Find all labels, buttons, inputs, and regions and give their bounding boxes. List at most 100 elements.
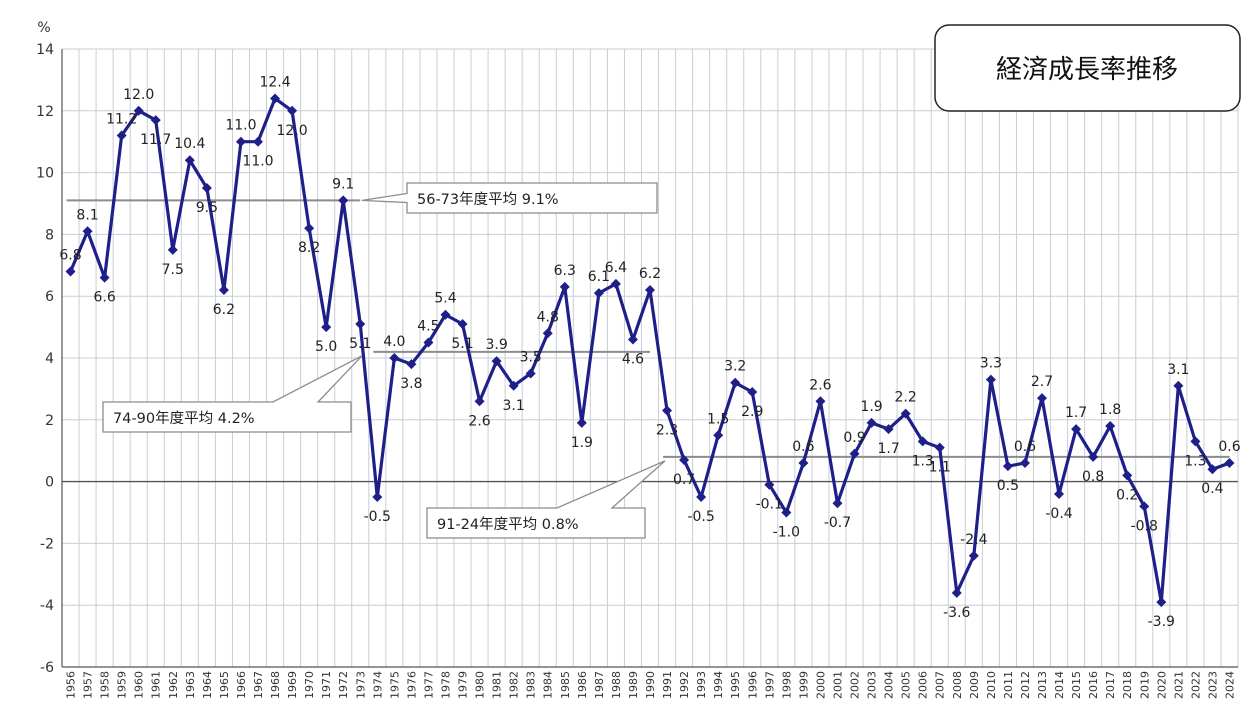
- data-label: 1.9: [860, 399, 882, 415]
- data-point: [764, 479, 775, 490]
- data-point: [951, 587, 962, 598]
- x-tick-label: 2013: [1036, 671, 1049, 699]
- data-label: -0.4: [1045, 506, 1072, 522]
- data-point: [184, 155, 195, 166]
- data-label: -1.0: [773, 525, 800, 541]
- data-point: [423, 337, 434, 348]
- x-tick-label: 2019: [1138, 671, 1151, 699]
- data-label: -0.1: [756, 497, 783, 513]
- data-point: [832, 498, 843, 509]
- x-tick-label: 1985: [559, 671, 572, 699]
- x-tick-label: 2011: [1002, 671, 1015, 699]
- x-tick-label: 2001: [831, 671, 844, 699]
- data-label: 5.1: [349, 336, 371, 352]
- data-point: [508, 380, 519, 391]
- x-tick-label: 2015: [1070, 671, 1083, 699]
- x-tick-label: 2018: [1121, 671, 1134, 699]
- x-tick-label: 1999: [797, 671, 810, 699]
- x-tick-label: 1961: [150, 671, 163, 699]
- data-label: 0.6: [1014, 439, 1036, 455]
- data-label: 3.1: [503, 398, 525, 414]
- data-label: 1.1: [929, 460, 951, 476]
- data-label: 8.2: [298, 240, 320, 256]
- data-label: 11.7: [140, 132, 171, 148]
- data-point: [610, 278, 621, 289]
- data-label: 6.2: [639, 266, 661, 282]
- x-tick-label: 1981: [491, 671, 504, 699]
- data-label: 0.5: [997, 478, 1019, 494]
- x-tick-label: 2012: [1019, 671, 1032, 699]
- data-point: [559, 281, 570, 292]
- data-label: 11.0: [225, 118, 256, 134]
- x-tick-label: 2024: [1223, 671, 1236, 699]
- x-tick-label: 1993: [695, 671, 708, 699]
- x-tick-label: 1994: [712, 671, 725, 699]
- data-label: 2.2: [895, 390, 917, 406]
- data-point: [201, 183, 212, 194]
- data-label: 2.9: [741, 404, 763, 420]
- average-callout-label: 91-24年度平均 0.8%: [437, 516, 579, 533]
- x-tick-label: 1959: [116, 671, 129, 699]
- data-point: [65, 266, 76, 277]
- x-tick-label: 2008: [951, 671, 964, 699]
- data-point: [542, 328, 553, 339]
- data-point: [372, 492, 383, 503]
- data-label: 11.0: [242, 154, 273, 170]
- data-label: -3.6: [943, 605, 970, 621]
- data-point: [1037, 393, 1047, 404]
- data-point: [1122, 470, 1133, 481]
- data-label: 0.2: [1116, 487, 1138, 503]
- x-tick-label: 1980: [474, 671, 487, 699]
- data-point: [1190, 436, 1201, 447]
- chart-title-box: 経済成長率推移: [934, 24, 1241, 112]
- data-point: [116, 130, 127, 141]
- data-point: [645, 285, 655, 296]
- y-tick-label: -6: [40, 660, 54, 676]
- data-label: 3.8: [400, 376, 422, 392]
- data-label: -2.4: [960, 532, 987, 548]
- data-label: 6.4: [605, 260, 627, 276]
- data-point: [781, 507, 792, 518]
- data-label: 1.7: [877, 441, 899, 457]
- x-tick-label: 1969: [286, 671, 299, 699]
- data-point: [576, 417, 587, 428]
- x-tick-label: 1984: [542, 671, 555, 699]
- data-point: [355, 319, 366, 330]
- data-label: 10.4: [174, 136, 205, 152]
- x-tick-label: 1978: [439, 671, 452, 699]
- data-point: [82, 226, 93, 237]
- x-tick-label: 1967: [252, 671, 265, 699]
- x-tick-label: 1988: [610, 671, 623, 699]
- x-tick-label: 1975: [388, 671, 401, 699]
- data-point: [1173, 380, 1184, 391]
- y-tick-label: 14: [36, 42, 54, 58]
- x-tick-label: 1996: [746, 671, 759, 699]
- data-label: 6.3: [554, 263, 576, 279]
- data-point: [627, 334, 638, 345]
- y-tick-label: 8: [45, 227, 54, 243]
- data-label: 2.6: [809, 377, 831, 393]
- x-tick-label: 1965: [218, 671, 231, 699]
- x-tick-label: 1963: [184, 671, 197, 699]
- data-point: [849, 448, 860, 459]
- data-point: [1071, 424, 1082, 435]
- x-tick-label: 1990: [644, 671, 657, 699]
- x-tick-label: 1964: [201, 671, 214, 699]
- x-tick-label: 2010: [985, 671, 998, 699]
- x-tick-label: 1974: [371, 671, 384, 699]
- x-tick-label: 1958: [99, 671, 112, 699]
- x-tick-label: 2023: [1206, 671, 1219, 699]
- y-tick-label: 10: [36, 166, 54, 182]
- data-label: -0.5: [687, 509, 714, 525]
- average-callout-box: [426, 460, 666, 539]
- y-tick-label: 6: [45, 289, 54, 305]
- data-point: [1139, 501, 1150, 512]
- data-label: 6.8: [59, 247, 81, 263]
- x-tick-label: 1976: [405, 671, 418, 699]
- x-tick-label: 1973: [354, 671, 367, 699]
- y-tick-label: 12: [36, 104, 54, 120]
- x-tick-label: 1957: [82, 671, 95, 699]
- data-point: [270, 93, 281, 104]
- data-label: 7.5: [162, 262, 184, 278]
- data-label: 12.0: [277, 123, 308, 139]
